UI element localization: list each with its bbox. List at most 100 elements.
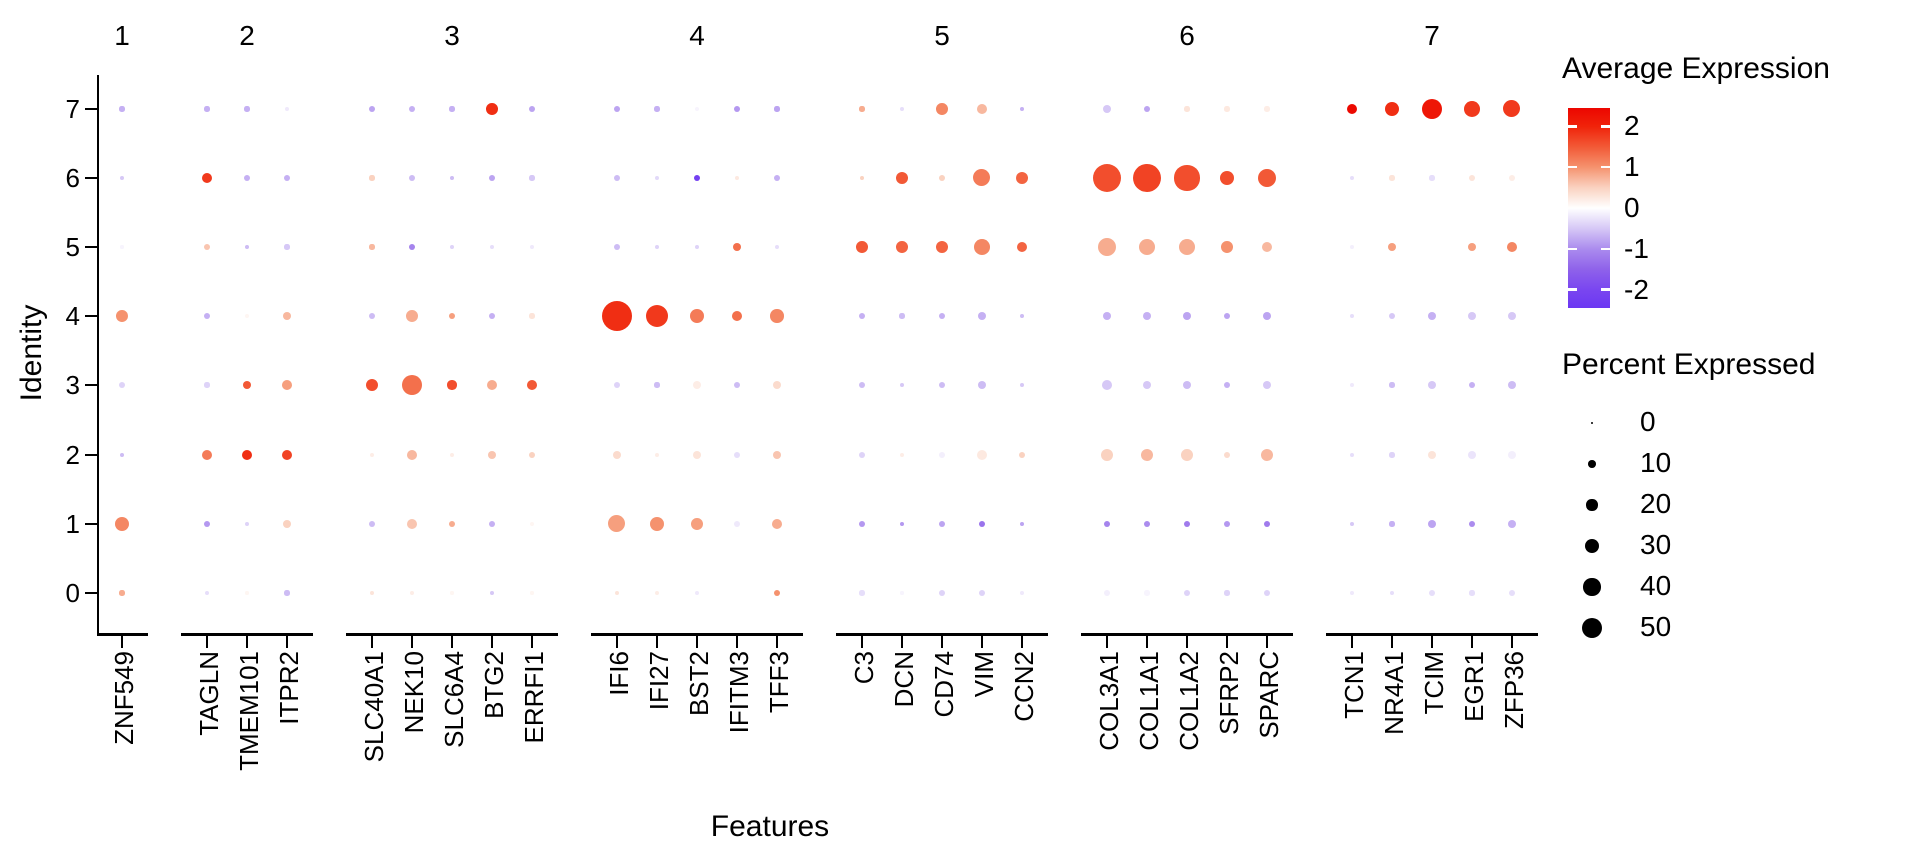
expression-dot	[1427, 380, 1437, 390]
expression-dot	[979, 590, 985, 596]
expression-dot	[1503, 100, 1521, 118]
expression-dot	[447, 380, 457, 390]
gene-label: NR4A1	[1379, 651, 1409, 735]
expression-dot	[204, 382, 210, 388]
expression-dot	[774, 175, 780, 181]
expression-dot	[692, 380, 702, 390]
expression-dot	[365, 378, 379, 392]
expression-dot	[1350, 176, 1354, 180]
y-axis-tick	[84, 107, 97, 111]
x-axis-segment	[346, 633, 558, 636]
avg-expression-legend-title: Average Expression	[1562, 52, 1830, 85]
expression-dot	[1143, 520, 1151, 528]
expression-dot	[487, 450, 497, 460]
expression-dot	[1015, 171, 1029, 185]
expression-dot	[615, 591, 619, 595]
expression-dot	[245, 591, 249, 595]
expression-dot	[490, 591, 494, 595]
percent-expressed-size-legend: 0 10 20 30 40 50	[1540, 390, 1920, 690]
expression-dot	[1508, 589, 1516, 597]
y-axis-tick-label: 6	[65, 163, 80, 193]
expression-dot	[1182, 311, 1192, 321]
expression-dot	[1350, 522, 1354, 526]
gene-label: ITPR2	[274, 651, 304, 725]
expression-dot	[692, 450, 702, 460]
expression-dot	[402, 375, 422, 395]
expression-dot	[120, 176, 124, 180]
expression-dot	[1469, 590, 1475, 596]
expression-dot	[1144, 590, 1150, 596]
expression-dot	[772, 450, 782, 460]
x-axis-tick	[1350, 635, 1354, 648]
x-axis-tick	[1105, 635, 1109, 648]
percent-legend-label: 10	[1640, 447, 1672, 478]
legend-panel: Average Expression Percent Expressed 0 10…	[1540, 0, 1920, 864]
expression-dot	[1429, 175, 1435, 181]
expression-dot	[486, 103, 498, 115]
expression-dot	[409, 244, 415, 250]
x-axis-tick	[530, 635, 534, 648]
colorbar-tick	[1568, 288, 1577, 291]
x-axis-segment	[1326, 633, 1538, 636]
expression-dot	[1184, 106, 1190, 112]
expression-dot	[859, 313, 865, 319]
x-axis-tick	[1430, 635, 1434, 648]
gene-label: COL3A1	[1094, 651, 1124, 751]
expression-dot	[1427, 519, 1437, 529]
x-axis-tick	[1020, 635, 1024, 648]
colorbar-tick	[1568, 165, 1577, 169]
expression-dot	[1144, 106, 1150, 112]
feature-group-label: 1	[114, 20, 130, 51]
expression-dot	[859, 590, 865, 596]
expression-dot	[528, 451, 536, 459]
x-axis-tick	[900, 635, 904, 648]
expression-dot	[977, 311, 987, 321]
expression-dot	[1264, 106, 1270, 112]
colorbar-tick-label: -1	[1624, 232, 1649, 264]
expression-dot	[1103, 520, 1111, 528]
expression-dot	[410, 591, 414, 595]
expression-dot	[935, 240, 949, 254]
expression-dot	[1350, 591, 1354, 595]
expression-dot	[450, 176, 454, 180]
expression-dot	[1260, 448, 1274, 462]
expression-dot	[529, 106, 535, 112]
expression-dot	[120, 453, 124, 457]
expression-dot	[1387, 242, 1397, 252]
y-axis-tick	[84, 591, 97, 595]
expression-dot	[694, 175, 700, 181]
expression-dot	[733, 520, 741, 528]
gene-label: CCN2	[1009, 651, 1039, 722]
expression-dot	[695, 591, 699, 595]
percent-legend-label: 50	[1640, 611, 1672, 642]
expression-dot	[529, 175, 535, 181]
expression-dot	[1219, 170, 1235, 186]
gene-label: ZNF549	[109, 651, 139, 745]
expression-dot	[245, 245, 249, 249]
colorbar-tick-label: 0	[1624, 192, 1640, 223]
expression-dot	[369, 313, 375, 319]
expression-dot	[1102, 311, 1112, 321]
expression-dot	[655, 176, 659, 180]
expression-dot	[974, 239, 990, 255]
x-axis-tick	[655, 635, 659, 648]
gene-label: DCN	[889, 651, 919, 708]
gene-label: EGR1	[1459, 651, 1489, 722]
feature-group-label: 4	[689, 20, 705, 51]
expression-dot	[370, 591, 374, 595]
gene-label: TCN1	[1339, 651, 1369, 719]
expression-dot	[1016, 241, 1028, 253]
y-axis-tick-label: 7	[65, 94, 80, 124]
percent-expressed-legend-title: Percent Expressed	[1562, 348, 1816, 381]
x-axis-tick	[370, 635, 374, 648]
expression-dot	[488, 312, 496, 320]
expression-dot	[939, 521, 945, 527]
expression-dot	[449, 106, 455, 112]
feature-group-label: 7	[1424, 20, 1440, 51]
x-axis-segment	[181, 633, 313, 636]
expression-dot	[614, 244, 620, 250]
expression-dot	[1507, 519, 1517, 529]
expression-dot	[114, 516, 130, 532]
expression-dot	[900, 453, 904, 457]
